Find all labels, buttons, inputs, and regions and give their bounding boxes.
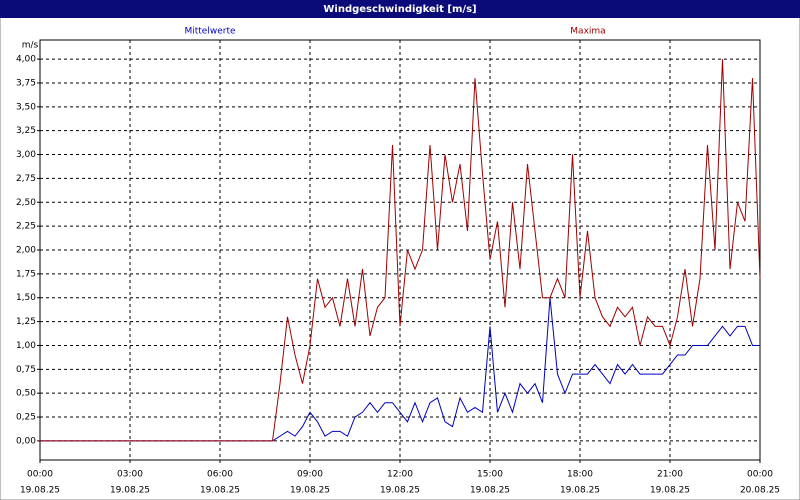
x-tick-label: 03:00: [117, 470, 143, 480]
y-tick-label: 4,00: [16, 55, 36, 65]
y-axis-label: m/s: [22, 41, 39, 51]
y-tick-label: 2,50: [16, 198, 36, 208]
y-tick-label: 3,25: [16, 126, 36, 136]
x-tick-label: 06:00: [207, 470, 233, 480]
y-tick-label: 0,50: [16, 389, 36, 399]
x-tick-label: 12:00: [387, 470, 413, 480]
legend-entry: Mittelwerte: [184, 27, 235, 37]
y-tick-label: 1,50: [16, 293, 36, 303]
y-tick-label: 0,75: [16, 365, 36, 375]
y-tick-label: 0,00: [16, 436, 36, 446]
x-tick-date: 19.08.25: [380, 486, 420, 496]
x-tick-date: 19.08.25: [650, 486, 690, 496]
y-tick-label: 0,25: [16, 413, 36, 423]
x-tick-label: 21:00: [657, 470, 683, 480]
x-tick-label: 18:00: [567, 470, 593, 480]
x-tick-date: 19.08.25: [20, 486, 60, 496]
y-tick-label: 2,25: [16, 222, 36, 232]
x-tick-date: 19.08.25: [560, 486, 600, 496]
x-tick-date: 19.08.25: [290, 486, 330, 496]
y-tick-label: 1,25: [16, 317, 36, 327]
x-tick-label: 09:00: [297, 470, 323, 480]
y-tick-label: 3,75: [16, 78, 36, 88]
y-tick-label: 3,00: [16, 150, 36, 160]
x-tick-date: 19.08.25: [110, 486, 150, 496]
y-tick-label: 3,50: [16, 102, 36, 112]
y-tick-label: 1,75: [16, 269, 36, 279]
x-tick-date: 19.08.25: [470, 486, 510, 496]
x-tick-date: 20.08.25: [740, 486, 780, 496]
title-bar: [0, 0, 800, 18]
x-tick-label: 15:00: [477, 470, 503, 480]
y-tick-label: 2,75: [16, 174, 36, 184]
chart-title: Windgeschwindigkeit [m/s]: [323, 4, 476, 15]
y-tick-label: 1,00: [16, 341, 36, 351]
y-tick-label: 2,00: [16, 246, 36, 256]
x-tick-label: 00:00: [27, 470, 53, 480]
x-tick-date: 19.08.25: [200, 486, 240, 496]
x-tick-label: 00:00: [747, 470, 773, 480]
series-line: [40, 297, 760, 442]
legend-entry: Maxima: [570, 27, 605, 37]
series-line: [40, 59, 761, 442]
